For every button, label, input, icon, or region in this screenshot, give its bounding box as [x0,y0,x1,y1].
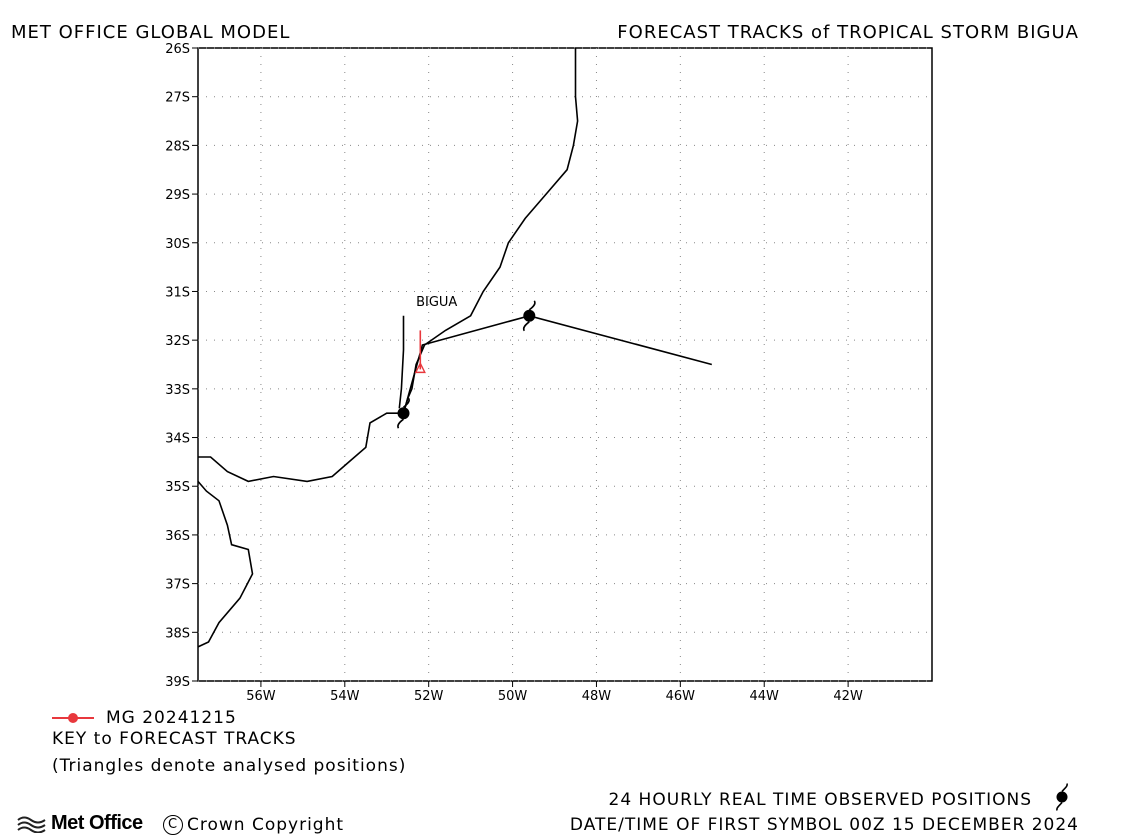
hurricane-symbol-core [397,407,410,420]
coastline [398,315,405,409]
hurricane-symbol-arm [397,418,404,429]
tick-label-lat: 38S [165,626,190,641]
tick-label-lon: 54W [330,689,360,704]
observed-positions-label: 24 HOURLY REAL TIME OBSERVED POSITIONS [608,790,1032,810]
tick-label-lon: 42W [833,689,863,704]
tick-label-lon: 46W [666,689,696,704]
tick-label-lat: 27S [165,91,190,106]
hurricane-symbol-arm [522,321,530,332]
tick-label-lat: 36S [165,529,190,544]
key-note: (Triangles denote analysed positions) [52,756,407,776]
tick-label-lat: 31S [165,285,190,300]
tick-label-lon: 50W [498,689,528,704]
logo-text: Met Office [51,812,143,834]
tick-label-lat: 37S [165,578,190,593]
key-line-icon [52,713,94,723]
key-title: KEY to FORECAST TRACKS [52,729,297,749]
copyright-text: Crown Copyright [187,815,345,835]
hurricane-symbol-core [523,309,536,322]
tick-label-lat: 32S [165,334,190,349]
tick-label-lat: 28S [165,139,190,154]
map-title-right: FORECAST TRACKS of TROPICAL STORM BIGUA [617,22,1079,43]
hurricane-symbol-arm [403,397,410,408]
plot-frame [197,47,933,682]
met-office-logo: Met Office [17,812,143,835]
tick-label-lon: 56W [246,689,276,704]
hurricane-symbol [397,397,410,429]
copyright-notice: C Crown Copyright [163,815,344,835]
tick-label-lon: 44W [750,689,780,704]
tick-label-lon: 52W [414,689,444,704]
storm-tracks [402,314,713,414]
tick-label-lat: 29S [165,188,190,203]
met-office-waves-icon [17,816,46,833]
storm-symbols [397,300,536,429]
axis-ticks: 56W 54W 52W 50W 48W 46W 44W 42W 26S 27S 28S 29S 30S 3… [165,42,863,704]
coastlines [197,48,579,648]
key-entry-label: MG 20241215 [106,708,237,728]
copyright-icon: C [163,815,183,835]
coastline [197,480,254,648]
coastline [198,48,579,483]
hurricane-symbol-arm [528,300,536,311]
tick-label-lat: 33S [165,383,190,398]
tick-label-lon: 48W [582,689,612,704]
storm-name-label: BIGUA [416,295,457,310]
tick-label-lat: 26S [165,42,190,57]
tick-label-lat: 39S [165,675,190,690]
tick-label-lat: 34S [165,432,190,447]
tick-label-lat: 35S [165,480,190,495]
analysed-position-triangle [414,361,426,374]
first-symbol-datetime: DATE/TIME OF FIRST SYMBOL 00Z 15 DECEMBE… [569,815,1079,835]
hurricane-symbol-icon [1056,783,1068,811]
map-title-left: MET OFFICE GLOBAL MODEL [11,22,291,43]
observed-track-line [402,314,713,414]
tick-label-lat: 30S [165,237,190,252]
grid-lines [198,47,932,682]
hurricane-symbol [522,300,536,332]
key-entry: MG 20241215 [52,708,237,728]
